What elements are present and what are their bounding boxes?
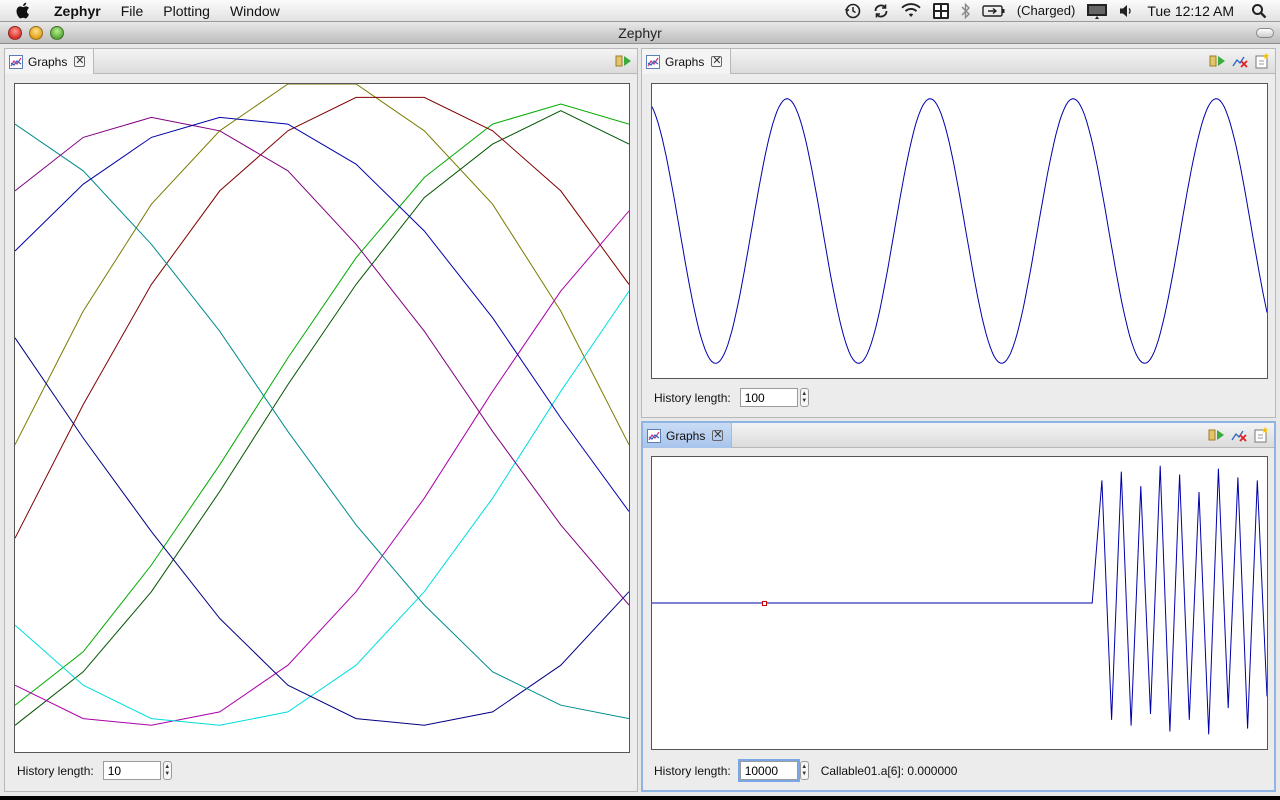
- menu-file[interactable]: File: [120, 2, 144, 19]
- plot-area[interactable]: [14, 83, 630, 753]
- graphs-view-left: Graphs ✕ History length: ▲▼: [4, 48, 638, 792]
- tab-graphs[interactable]: Graphs ✕: [642, 49, 732, 74]
- series-line-1: [15, 84, 629, 445]
- graph-icon: [647, 428, 661, 443]
- new-graph-icon[interactable]: [1252, 427, 1270, 443]
- history-length-label: History length:: [17, 763, 94, 778]
- history-length-input[interactable]: [739, 388, 798, 407]
- value-readout: Callable01.a[6]: 0.000000: [820, 763, 958, 778]
- history-length-control: History length: ▲▼: [17, 761, 172, 780]
- history-length-stepper[interactable]: ▲ ▼: [799, 388, 809, 407]
- menu-window[interactable]: Window: [229, 2, 280, 19]
- graph-icon: [646, 54, 660, 69]
- history-length-label: History length:: [654, 763, 731, 778]
- view-tabbar: Graphs ✕: [5, 49, 637, 74]
- workbench: Graphs ✕ History length: ▲▼ Graphs ✕: [0, 44, 1280, 796]
- window-titlebar: Zephyr: [0, 22, 1280, 44]
- history-length-input[interactable]: [737, 759, 800, 782]
- series-line-7: [15, 337, 629, 726]
- view-toolbar: [1205, 53, 1271, 69]
- series-line-4: [15, 96, 629, 539]
- bluetooth-icon[interactable]: [960, 2, 972, 20]
- multi-series-line-chart: [15, 84, 629, 726]
- run-icon[interactable]: [1208, 427, 1226, 443]
- series-line-10: [15, 116, 629, 512]
- menu-plotting[interactable]: Plotting: [163, 2, 210, 19]
- zoom-window-button[interactable]: [50, 26, 64, 40]
- plot-area[interactable]: [651, 83, 1268, 379]
- view-toolbar: [1204, 427, 1270, 443]
- sine-series-line: [652, 98, 1267, 364]
- view-tabbar: Graphs ✕: [642, 49, 1275, 74]
- run-icon[interactable]: [1209, 53, 1227, 69]
- tab-graphs[interactable]: Graphs ✕: [5, 49, 95, 74]
- series-line-3: [15, 110, 629, 726]
- history-length-control: History length: ▲▼ Callable01.a[6]: 0.00…: [654, 759, 958, 782]
- close-window-button[interactable]: [8, 26, 22, 40]
- signal-series-line: [652, 465, 1267, 735]
- close-tab-icon[interactable]: ✕: [711, 55, 723, 67]
- battery-status: (Charged): [1016, 3, 1076, 18]
- menu-bar: Zephyr File Plotting Window (Charged) Tu…: [0, 0, 1280, 22]
- graph-icon: [9, 54, 23, 69]
- minimize-window-button[interactable]: [29, 26, 43, 40]
- menu-clock[interactable]: Tue 12:12 AM: [1147, 2, 1234, 19]
- graphs-view-bottom-right: Graphs ✕ History length: ▲▼ Callable01.a…: [641, 421, 1276, 792]
- history-length-label: History length:: [654, 390, 731, 405]
- plot-area[interactable]: [651, 456, 1268, 750]
- history-length-control: History length: ▲▼: [654, 388, 809, 407]
- wifi-icon[interactable]: [900, 2, 922, 19]
- tab-label: Graphs: [28, 54, 68, 69]
- volume-icon[interactable]: [1118, 3, 1134, 19]
- series-line-8: [15, 123, 629, 720]
- run-icon[interactable]: [615, 53, 633, 69]
- time-machine-icon[interactable]: [844, 2, 862, 20]
- series-line-5: [15, 210, 629, 726]
- toolbar-toggle-button[interactable]: [1256, 28, 1274, 38]
- tab-label: Graphs: [665, 54, 705, 69]
- new-graph-icon[interactable]: [1253, 53, 1271, 69]
- graphs-view-top-right: Graphs ✕ History length: ▲▼: [641, 48, 1276, 418]
- view-toolbar: [611, 53, 633, 69]
- spaces-icon[interactable]: [932, 2, 950, 20]
- apple-menu-icon[interactable]: [0, 2, 44, 19]
- close-tab-icon[interactable]: ✕: [712, 429, 724, 441]
- signal-line-chart: [652, 465, 1267, 735]
- history-length-stepper[interactable]: ▲ ▼: [799, 761, 809, 780]
- close-tab-icon[interactable]: ✕: [74, 55, 86, 67]
- cursor-marker[interactable]: [762, 601, 767, 606]
- remove-series-icon[interactable]: [1231, 53, 1249, 69]
- series-line-2: [15, 103, 629, 706]
- view-tabbar: Graphs ✕: [643, 423, 1274, 448]
- battery-icon[interactable]: [982, 4, 1006, 18]
- spotlight-search-icon[interactable]: [1251, 3, 1267, 19]
- series-line-6: [15, 290, 629, 726]
- tab-label: Graphs: [666, 428, 706, 443]
- sine-line-chart: [652, 98, 1267, 364]
- display-icon[interactable]: [1086, 3, 1108, 19]
- sync-icon[interactable]: [872, 2, 890, 20]
- tab-graphs[interactable]: Graphs ✕: [643, 423, 733, 448]
- window-title: Zephyr: [618, 24, 662, 41]
- remove-series-icon[interactable]: [1230, 427, 1248, 443]
- app-menu[interactable]: Zephyr: [54, 2, 101, 19]
- history-length-stepper[interactable]: ▲ ▼: [162, 761, 172, 780]
- series-line-9: [15, 116, 629, 606]
- history-length-input[interactable]: [102, 761, 161, 780]
